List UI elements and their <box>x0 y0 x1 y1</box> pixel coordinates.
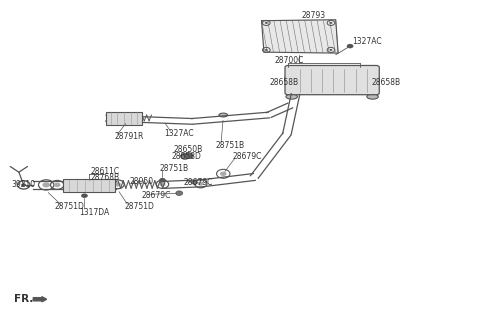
Text: 39210: 39210 <box>11 181 36 189</box>
FancyArrow shape <box>33 297 47 302</box>
Text: 28679C: 28679C <box>232 152 262 161</box>
Circle shape <box>329 49 332 51</box>
Ellipse shape <box>219 113 228 117</box>
Text: 28751B: 28751B <box>159 164 189 173</box>
Text: 28650B: 28650B <box>174 145 203 154</box>
Text: 28950: 28950 <box>130 177 154 186</box>
Circle shape <box>159 182 166 186</box>
Circle shape <box>180 153 189 159</box>
Text: 28751B: 28751B <box>215 141 244 150</box>
Text: FR.: FR. <box>14 294 34 304</box>
Circle shape <box>81 194 88 198</box>
Ellipse shape <box>286 94 298 99</box>
Text: 28611C: 28611C <box>91 167 120 176</box>
Text: 28658B: 28658B <box>270 78 299 87</box>
Text: 28791R: 28791R <box>115 132 144 141</box>
Circle shape <box>198 182 204 186</box>
Circle shape <box>265 49 268 51</box>
Text: 28751D: 28751D <box>54 202 84 211</box>
Text: 1327AC: 1327AC <box>352 38 382 47</box>
Text: 28679C: 28679C <box>142 190 171 200</box>
Ellipse shape <box>367 94 378 99</box>
Circle shape <box>114 182 121 187</box>
Text: 28679C: 28679C <box>183 178 213 187</box>
Circle shape <box>159 178 166 182</box>
Text: 28768B: 28768B <box>91 174 120 182</box>
Circle shape <box>329 22 332 24</box>
Text: 28751D: 28751D <box>124 202 154 211</box>
Text: 1317DA: 1317DA <box>80 208 110 217</box>
Circle shape <box>220 172 227 176</box>
Bar <box>63 179 115 192</box>
Circle shape <box>192 181 197 184</box>
Text: 28658B: 28658B <box>372 78 401 87</box>
FancyBboxPatch shape <box>285 65 379 95</box>
Ellipse shape <box>370 69 379 92</box>
Circle shape <box>347 44 353 48</box>
Bar <box>106 112 142 124</box>
Circle shape <box>265 22 268 24</box>
Circle shape <box>21 183 26 187</box>
Polygon shape <box>262 20 338 53</box>
Text: 1327AC: 1327AC <box>164 129 194 138</box>
Circle shape <box>176 191 182 196</box>
Circle shape <box>42 182 50 188</box>
Circle shape <box>54 183 60 187</box>
Circle shape <box>184 153 193 159</box>
Text: 28700C: 28700C <box>275 56 304 64</box>
Ellipse shape <box>285 68 295 92</box>
Text: 28793: 28793 <box>301 11 325 20</box>
Text: 28658D: 28658D <box>171 152 202 161</box>
